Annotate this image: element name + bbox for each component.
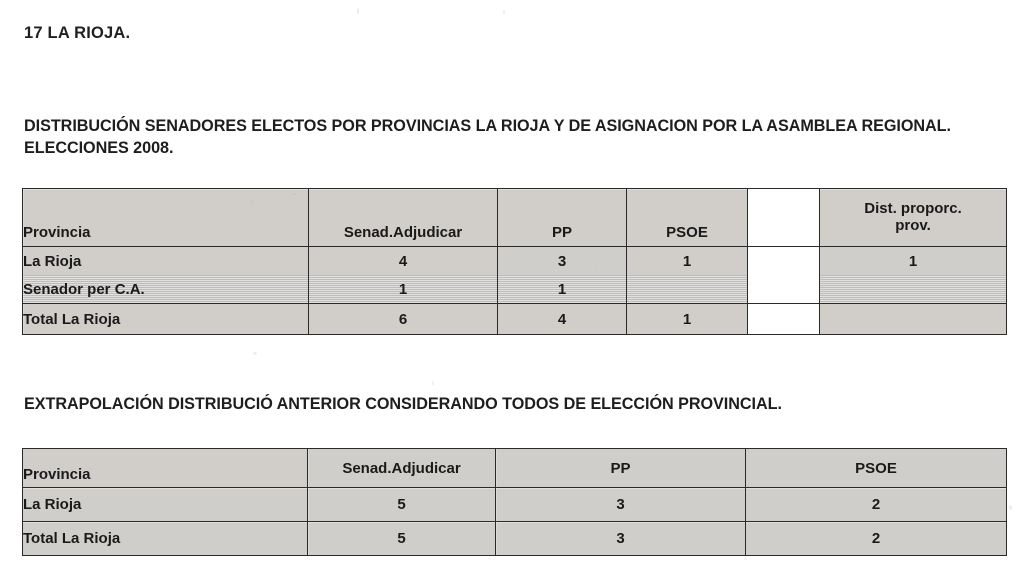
- header-senad-adjudicar: Senad.Adjudicar: [308, 188, 498, 247]
- cell-pp: 3: [495, 487, 746, 522]
- cell-psoe: 2: [745, 487, 1007, 522]
- cell-provincia: Total La Rioja: [22, 303, 309, 335]
- header-dist-proporc-prov-line1: Dist. proporc.: [864, 199, 962, 217]
- cell-provincia: La Rioja: [22, 487, 308, 522]
- header-provincia: Provincia: [22, 448, 308, 488]
- header-provincia: Provincia: [22, 188, 309, 247]
- header-dist-proporc-prov-line2: prov.: [895, 216, 931, 234]
- cell-psoe: 2: [745, 521, 1007, 556]
- table-total-row: Total La Rioja 5 3 2: [22, 521, 1007, 556]
- senators-distribution-table: Provincia Senad.Adjudicar PP PSOE Dist. …: [22, 188, 1007, 335]
- table-row: Senador per C.A. 1 1: [22, 275, 1007, 304]
- cell-dist-proporc-prov: [819, 303, 1007, 335]
- cell-senad-adjudicar: 4: [308, 246, 498, 275]
- cell-blank: [747, 303, 820, 335]
- header-pp: PP: [497, 188, 627, 247]
- cell-senad-adjudicar: 6: [308, 303, 498, 335]
- cell-senad-adjudicar: 5: [307, 521, 496, 556]
- cell-pp: 4: [497, 303, 627, 335]
- cell-blank: [747, 275, 820, 304]
- cell-senad-adjudicar: 5: [307, 487, 496, 522]
- cell-provincia: La Rioja: [22, 246, 309, 275]
- cell-provincia: Senador per C.A.: [22, 275, 309, 304]
- section-heading-distribucion: DISTRIBUCIÓN SENADORES ELECTOS POR PROVI…: [24, 117, 951, 157]
- header-blank: [747, 188, 820, 247]
- cell-pp: 3: [497, 246, 627, 275]
- section-heading-extrapolacion: EXTRAPOLACIÓN DISTRIBUCIÓ ANTERIOR CONSI…: [24, 395, 782, 413]
- table-header-row: Provincia Senad.Adjudicar PP PSOE Dist. …: [22, 188, 1007, 247]
- cell-senad-adjudicar: 1: [308, 275, 498, 304]
- page-title: 17 LA RIOJA.: [24, 24, 131, 42]
- extrapolation-table: Provincia Senad.Adjudicar PP PSOE La Rio…: [22, 448, 1007, 556]
- header-psoe: PSOE: [626, 188, 748, 247]
- cell-psoe: 1: [626, 303, 748, 335]
- cell-psoe: 1: [626, 246, 748, 275]
- header-psoe: PSOE: [745, 448, 1007, 488]
- cell-dist-proporc-prov: [819, 275, 1007, 304]
- cell-provincia: Total La Rioja: [22, 521, 308, 556]
- cell-pp: 3: [495, 521, 746, 556]
- cell-psoe: [626, 275, 748, 304]
- table-total-row: Total La Rioja 6 4 1: [22, 303, 1007, 335]
- table-header-row: Provincia Senad.Adjudicar PP PSOE: [22, 448, 1007, 488]
- table-row: La Rioja 4 3 1 1: [22, 246, 1007, 275]
- table-row: La Rioja 5 3 2: [22, 487, 1007, 522]
- header-senad-adjudicar: Senad.Adjudicar: [307, 448, 496, 488]
- cell-blank: [747, 246, 820, 275]
- header-pp: PP: [495, 448, 746, 488]
- header-dist-proporc-prov: Dist. proporc. prov.: [819, 188, 1007, 247]
- cell-pp: 1: [497, 275, 627, 304]
- cell-dist-proporc-prov: 1: [819, 246, 1007, 275]
